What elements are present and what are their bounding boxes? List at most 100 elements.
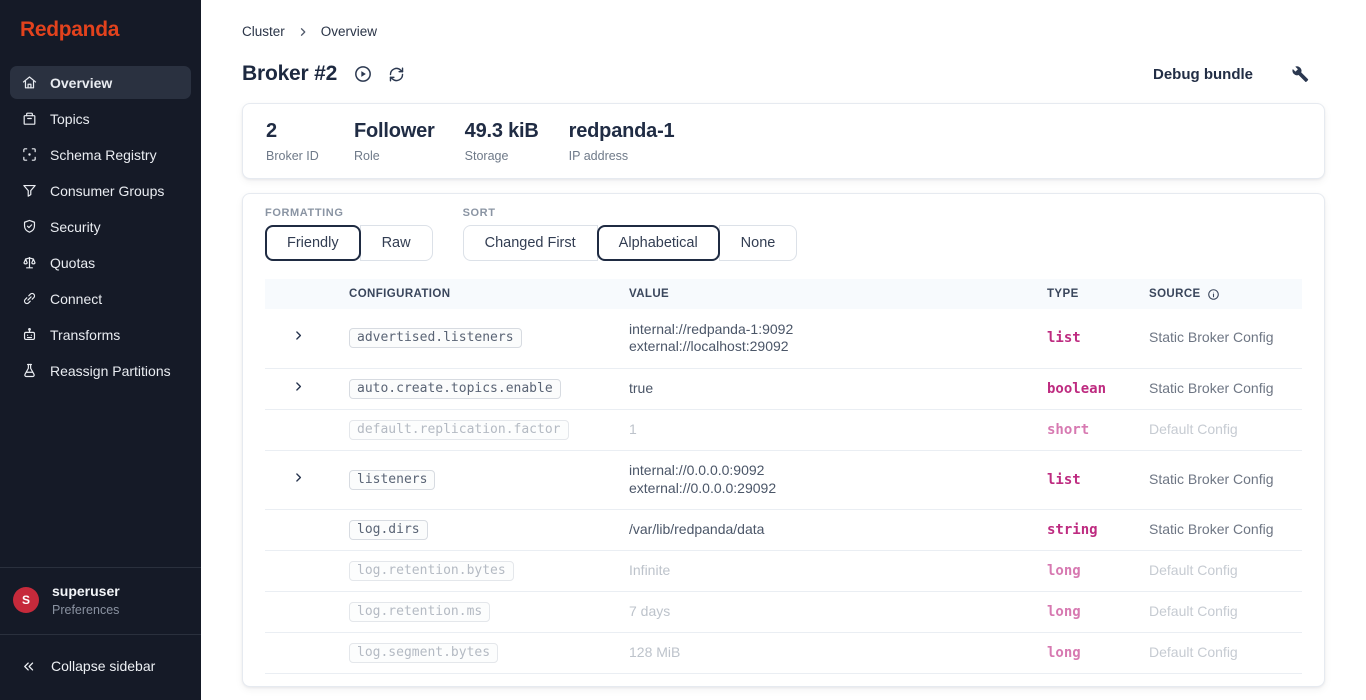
sidebar-item-schema-registry[interactable]: Schema Registry xyxy=(10,138,191,171)
main-content: Cluster Overview Broker #2 Debug bundle … xyxy=(201,0,1366,700)
sidebar-item-label: Quotas xyxy=(50,254,96,271)
sort-options: Changed First Alphabetical None xyxy=(462,225,798,261)
config-type: long xyxy=(1047,603,1081,620)
link-icon xyxy=(21,290,38,307)
config-key-pill: advertised.listeners xyxy=(349,328,522,349)
configuration-cell: log.dirs xyxy=(349,509,629,551)
sidebar: Redpanda Overview Topics Schema Registry Co… xyxy=(0,0,201,700)
expand-chevron-right-icon[interactable] xyxy=(292,380,305,393)
sidebar-item-label: Reassign Partitions xyxy=(50,362,171,379)
config-key-pill: log.retention.ms xyxy=(349,601,491,622)
wrench-icon[interactable] xyxy=(1291,65,1309,83)
stat-role: Follower Role xyxy=(354,120,435,163)
config-value-line: external://0.0.0.0:29092 xyxy=(629,479,777,496)
sidebar-item-label: Topics xyxy=(50,110,90,127)
type-cell: long xyxy=(1047,632,1149,674)
stat-value: 2 xyxy=(266,120,277,142)
source-header-label: SOURCE xyxy=(1149,288,1201,300)
source-cell: Default Config xyxy=(1149,632,1302,674)
source-cell: Static Broker Config xyxy=(1149,450,1302,510)
sidebar-nav-list: Overview Topics Schema Registry Consumer Gr… xyxy=(10,66,191,387)
sidebar-item-label: Schema Registry xyxy=(50,146,157,163)
sidebar-item-consumer-groups[interactable]: Consumer Groups xyxy=(10,174,191,207)
config-source: Default Config xyxy=(1149,643,1238,660)
user-menu[interactable]: S superuser Preferences xyxy=(0,568,201,634)
type-cell: boolean xyxy=(1047,368,1149,410)
config-source: Static Broker Config xyxy=(1149,329,1274,346)
config-key-pill: listeners xyxy=(349,469,436,490)
user-preferences-link[interactable]: Preferences xyxy=(52,603,120,617)
debug-bundle-link[interactable]: Debug bundle xyxy=(1153,65,1253,83)
configuration-cell: listeners xyxy=(349,450,629,510)
breadcrumb: Cluster Overview xyxy=(242,24,1325,39)
controls-row: FORMATTING Friendly Raw SORT Changed Firs… xyxy=(265,207,1302,261)
config-key-pill: default.replication.factor xyxy=(349,419,569,440)
type-cell: short xyxy=(1047,409,1149,451)
value-cell: 7 days xyxy=(629,591,1047,633)
changed-first-button[interactable]: Changed First xyxy=(462,225,598,261)
info-icon[interactable] xyxy=(1207,288,1220,301)
config-table-body: advertised.listeners internal://redpanda-… xyxy=(265,309,1302,674)
sidebar-nav: Overview Topics Schema Registry Consumer Gr… xyxy=(0,50,201,390)
config-row-log-retention-bytes: log.retention.bytes Infinite long Default C… xyxy=(265,550,1302,592)
source-cell: Static Broker Config xyxy=(1149,368,1302,410)
column-header-configuration: CONFIGURATION xyxy=(349,279,629,309)
config-row-auto-create-topics-enable[interactable]: auto.create.topics.enable true boolean Stat… xyxy=(265,368,1302,410)
config-row-default-replication-factor: default.replication.factor 1 short Default … xyxy=(265,409,1302,451)
collapse-sidebar-button[interactable]: Collapse sidebar xyxy=(0,635,201,700)
sidebar-item-topics[interactable]: Topics xyxy=(10,102,191,135)
expand-cell xyxy=(265,368,349,410)
config-key-pill: log.retention.bytes xyxy=(349,560,514,581)
broker-config-card: FORMATTING Friendly Raw SORT Changed Firs… xyxy=(242,193,1325,687)
robot-icon xyxy=(21,326,38,343)
home-icon xyxy=(21,74,38,91)
expand-cell xyxy=(265,450,349,510)
sort-label: SORT xyxy=(462,207,496,219)
stat-value: redpanda-1 xyxy=(568,120,675,142)
box-icon xyxy=(21,110,38,127)
sidebar-item-connect[interactable]: Connect xyxy=(10,282,191,315)
expand-chevron-right-icon[interactable] xyxy=(292,329,305,342)
config-value-line: /var/lib/redpanda/data xyxy=(629,520,765,537)
sidebar-item-overview[interactable]: Overview xyxy=(10,66,191,99)
config-type: long xyxy=(1047,644,1081,661)
config-value-line: internal://0.0.0.0:9092 xyxy=(629,462,765,478)
none-button[interactable]: None xyxy=(718,225,798,261)
raw-button[interactable]: Raw xyxy=(359,225,433,261)
config-row-advertised-listeners[interactable]: advertised.listeners internal://redpanda-… xyxy=(265,309,1302,369)
type-cell: string xyxy=(1047,509,1149,551)
page-title: Broker #2 xyxy=(242,62,338,85)
sidebar-item-label: Security xyxy=(50,218,101,235)
config-value-line: true xyxy=(629,379,654,396)
sidebar-item-transforms[interactable]: Transforms xyxy=(10,318,191,351)
refresh-icon[interactable] xyxy=(388,66,405,83)
filter-icon xyxy=(21,182,38,199)
source-cell: Default Config xyxy=(1149,591,1302,633)
config-row-listeners[interactable]: listeners internal://0.0.0.0:9092 external… xyxy=(265,450,1302,510)
friendly-button[interactable]: Friendly xyxy=(265,225,361,261)
stat-storage: 49.3 kiB Storage xyxy=(465,120,539,163)
play-circle-icon[interactable] xyxy=(353,64,373,84)
config-source: Static Broker Config xyxy=(1149,520,1274,537)
breadcrumb-overview[interactable]: Overview xyxy=(320,24,378,39)
value-cell: 1 xyxy=(629,409,1047,451)
column-header-source: SOURCE xyxy=(1149,279,1302,309)
collapse-sidebar-label: Collapse sidebar xyxy=(51,658,156,674)
stat-label: Broker ID xyxy=(266,149,319,163)
config-table: CONFIGURATION VALUE TYPE SOURCE advertis… xyxy=(265,279,1302,674)
value-cell: true xyxy=(629,368,1047,410)
sidebar-item-reassign-partitions[interactable]: Reassign Partitions xyxy=(10,354,191,387)
config-value-line: Infinite xyxy=(629,561,671,578)
config-type: short xyxy=(1047,421,1090,438)
type-cell: long xyxy=(1047,550,1149,592)
sidebar-item-quotas[interactable]: Quotas xyxy=(10,246,191,279)
config-source: Default Config xyxy=(1149,602,1238,619)
alphabetical-button[interactable]: Alphabetical xyxy=(596,225,720,261)
breadcrumb-cluster[interactable]: Cluster xyxy=(242,24,285,39)
title-right: Debug bundle xyxy=(1153,65,1325,83)
expand-chevron-right-icon[interactable] xyxy=(292,471,305,484)
configuration-cell: log.segment.bytes xyxy=(349,632,629,674)
config-row-log-retention-ms: log.retention.ms 7 days long Default Config xyxy=(265,591,1302,633)
sidebar-item-security[interactable]: Security xyxy=(10,210,191,243)
sidebar-bottom: S superuser Preferences Collapse sidebar xyxy=(0,567,201,700)
